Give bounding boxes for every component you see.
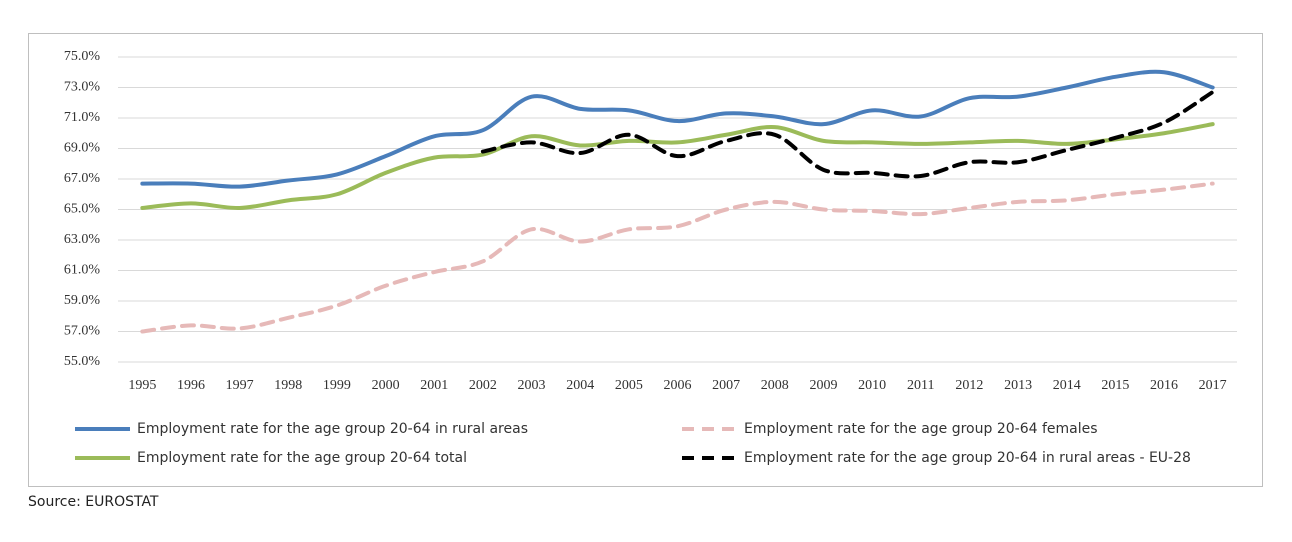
x-tick-label: 2003 [518,378,546,393]
legend-label: Employment rate for the age group 20-64 … [137,450,467,466]
y-tick-label: 71.0% [64,110,101,125]
x-tick-label: 2013 [1004,378,1032,393]
x-tick-label: 2010 [858,378,886,393]
x-tick-label: 1996 [177,378,205,393]
y-tick-label: 61.0% [64,263,101,278]
x-tick-label: 2008 [761,378,789,393]
x-tick-label: 2015 [1101,378,1129,393]
x-tick-label: 2004 [566,378,594,393]
y-tick-label: 65.0% [64,202,101,217]
legend-label: Employment rate for the age group 20-64 … [744,450,1191,466]
x-tick-label: 2009 [809,378,837,393]
x-tick-label: 2006 [664,378,692,393]
legend-label: Employment rate for the age group 20-64 … [744,421,1098,437]
x-tick-label: 1998 [274,378,302,393]
x-tick-label: 2014 [1053,378,1081,393]
y-tick-label: 73.0% [64,80,101,95]
series-line [140,69,1215,189]
y-tick-label: 55.0% [64,354,101,369]
series-line [480,90,1215,179]
x-tick-label: 1999 [323,378,351,393]
y-tick-label: 67.0% [64,171,101,186]
x-tick-label: 2000 [372,378,400,393]
x-tick-label: 1997 [226,378,254,393]
x-tick-label: 2012 [955,378,983,393]
x-tick-label: 2005 [615,378,643,393]
y-tick-label: 57.0% [64,324,101,339]
x-tick-label: 2002 [469,378,497,393]
x-tick-label: 2001 [420,378,448,393]
x-tick-label: 2016 [1150,378,1178,393]
y-tick-label: 63.0% [64,232,101,247]
chart-frame [28,33,1263,487]
source-note: Source: EUROSTAT [28,494,159,510]
legend-label: Employment rate for the age group 20-64 … [137,421,528,437]
x-tick-label: 2007 [712,378,740,393]
series-line [140,181,1215,334]
y-tick-label: 75.0% [64,49,101,64]
x-tick-label: 1995 [128,378,156,393]
series-line [140,122,1215,210]
x-tick-label: 2011 [907,378,934,393]
y-tick-label: 59.0% [64,293,101,308]
x-tick-label: 2017 [1199,378,1227,393]
y-tick-label: 69.0% [64,141,101,156]
